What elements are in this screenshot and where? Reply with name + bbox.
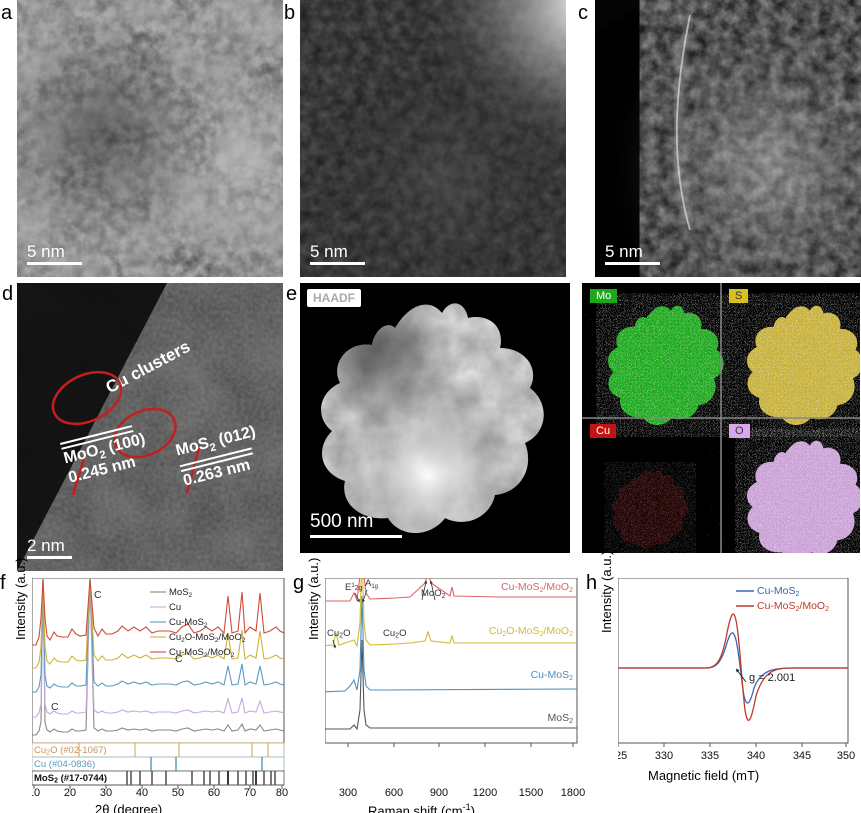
svg-text:Cu2O-MoS2/MoO2: Cu2O-MoS2/MoO2 [169,632,246,644]
svg-text:Cu2O: Cu2O [383,628,406,640]
svg-text:Cu-MoS2: Cu-MoS2 [757,585,800,598]
svg-text:325: 325 [618,750,627,762]
svg-text:600: 600 [385,787,403,798]
svg-text:Cu: Cu [169,602,181,613]
svg-text:Cu2O-MoS2/MoO2: Cu2O-MoS2/MoO2 [489,625,573,638]
svg-text:Cu (#04-0836): Cu (#04-0836) [34,759,95,770]
svg-text:300: 300 [339,787,357,798]
svg-text:Cu2O (#02-1067): Cu2O (#02-1067) [34,745,107,757]
svg-text:345: 345 [793,750,811,762]
svg-text:1800: 1800 [561,787,585,798]
svg-text:Cu-MoS2/MoO2: Cu-MoS2/MoO2 [757,600,829,613]
svg-text:MoS2 (#17-0744): MoS2 (#17-0744) [34,773,107,785]
svg-text:10: 10 [32,787,40,798]
svg-text:350: 350 [837,750,855,762]
svg-text:C: C [51,701,59,713]
svg-text:1500: 1500 [519,787,543,798]
svg-text:Cu-MoS2/MoO2: Cu-MoS2/MoO2 [169,647,235,659]
svg-text:900: 900 [430,787,448,798]
svg-text:1200: 1200 [473,787,497,798]
svg-text:g = 2.001: g = 2.001 [749,672,795,684]
svg-text:330: 330 [655,750,673,762]
svg-text:C: C [94,589,102,601]
svg-text:Cu2O: Cu2O [327,628,350,640]
svg-text:340: 340 [747,750,765,762]
svg-text:335: 335 [701,750,719,762]
svg-text:Cu-MoS2: Cu-MoS2 [531,669,574,682]
svg-text:Cu-MoS2/MoO2: Cu-MoS2/MoO2 [501,581,573,594]
svg-text:Cu-MoS2: Cu-MoS2 [169,617,208,629]
